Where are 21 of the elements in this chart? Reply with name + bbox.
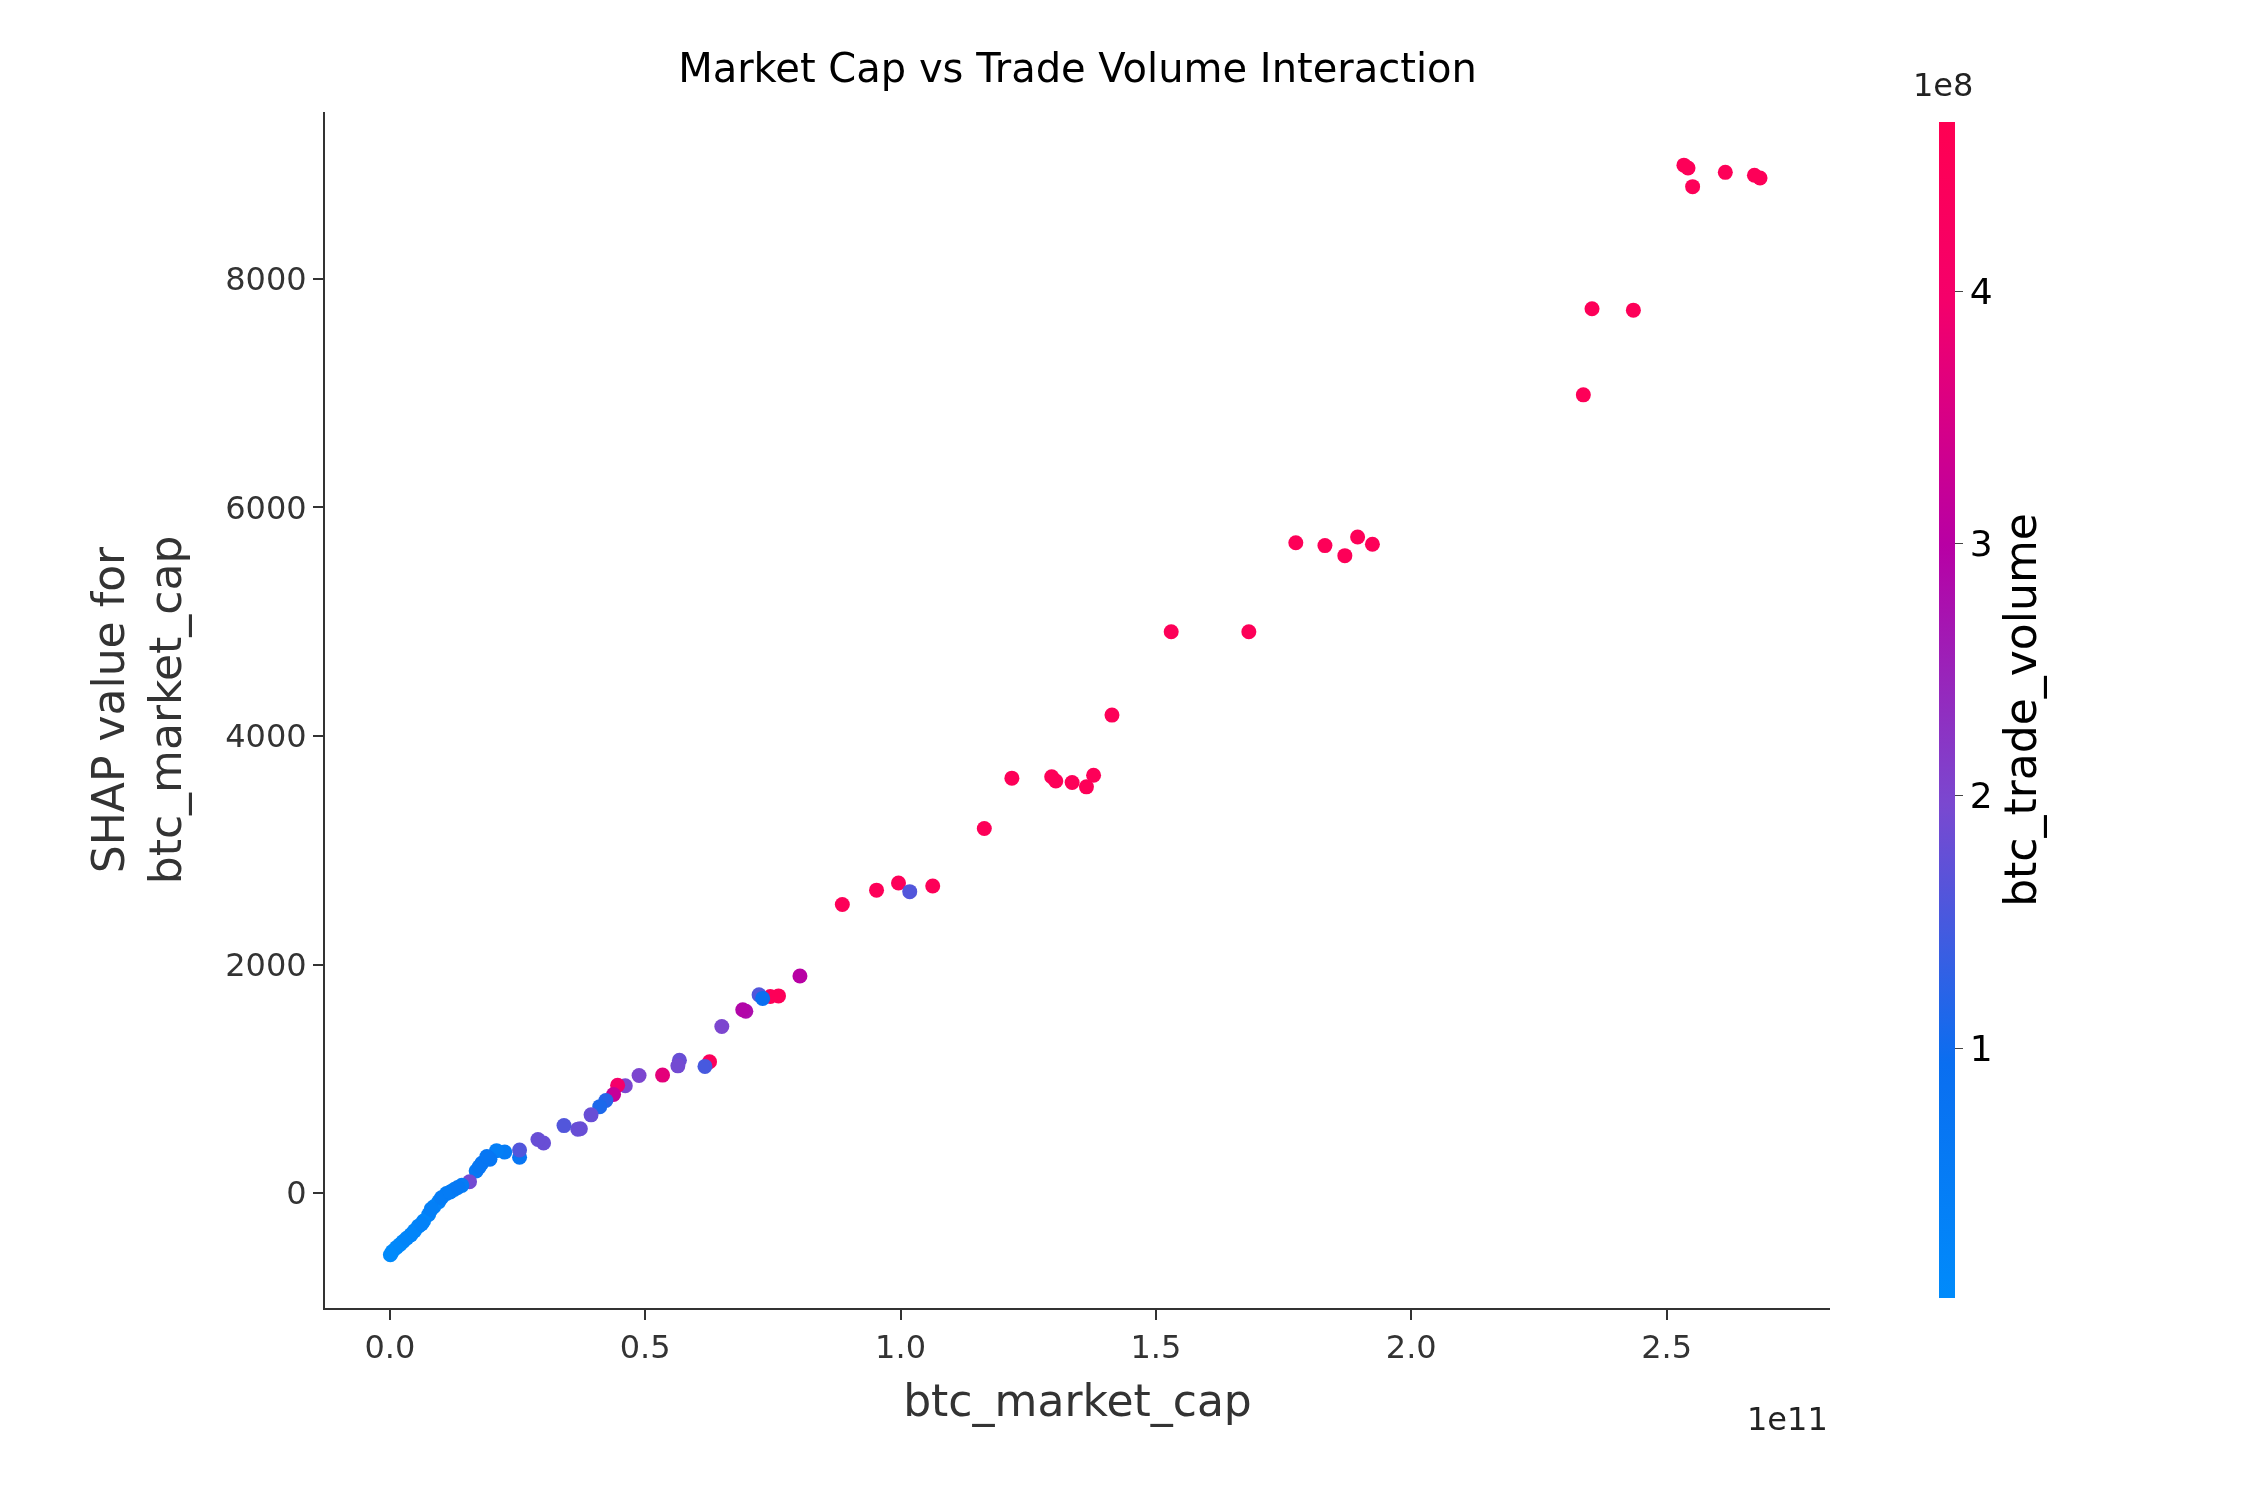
text: 1e8 bbox=[1913, 66, 1974, 104]
x-tick-label: 1.5 bbox=[1130, 1328, 1182, 1367]
x-tick-label: 2.0 bbox=[1385, 1328, 1437, 1367]
x-tick-label: 0.5 bbox=[619, 1328, 671, 1367]
color-bar-title: btc_trade_volume bbox=[1994, 513, 2047, 907]
chart-title: Market Cap vs Trade Volume Interaction bbox=[678, 44, 1477, 91]
y-axis-title: SHAP value for btc_market_cap bbox=[82, 535, 192, 885]
x-tick-label: 0.0 bbox=[364, 1328, 416, 1367]
y-tick-label: 0 bbox=[286, 1174, 307, 1213]
color-bar-label: 1 bbox=[1969, 1027, 1993, 1069]
x-axis-title: btc_market_cap bbox=[903, 1375, 1252, 1428]
y-tick-label: 6000 bbox=[225, 488, 307, 527]
y-tick-label: 4000 bbox=[225, 717, 307, 756]
y-tick-label: 2000 bbox=[225, 945, 307, 984]
x-tick-label: 2.5 bbox=[1641, 1328, 1693, 1367]
color-bar-label: 2 bbox=[1969, 775, 1993, 817]
color-bar-label: 4 bbox=[1969, 270, 1993, 312]
color-bar-label: 3 bbox=[1969, 523, 1993, 565]
text: 1e11 bbox=[1747, 1400, 1828, 1438]
y-tick-label: 8000 bbox=[225, 260, 307, 299]
x-tick-label: 1.0 bbox=[875, 1328, 926, 1367]
